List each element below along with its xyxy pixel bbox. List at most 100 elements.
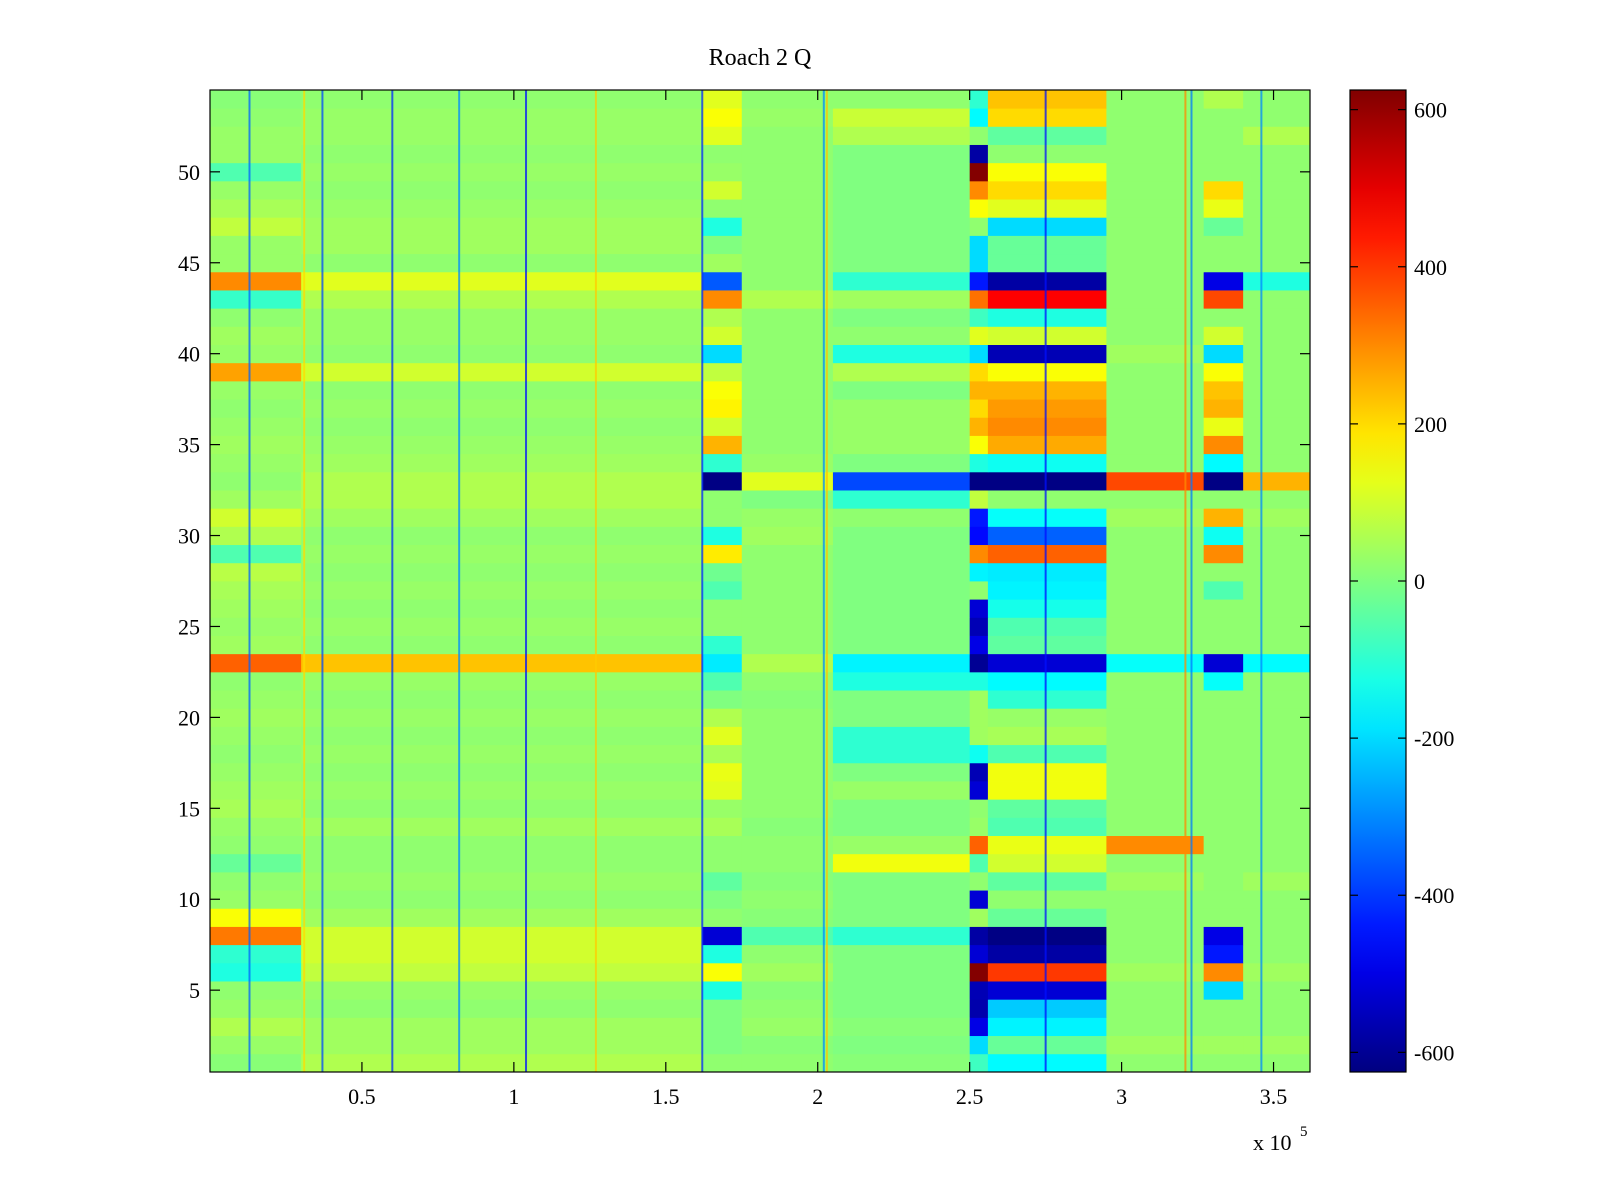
y-axis: 5 10 15 20 25 30 35 40 45 50 <box>178 160 1310 1003</box>
heatmap-cell <box>1243 526 1311 546</box>
heatmap-cell <box>832 944 971 964</box>
heatmap-cell <box>987 635 1107 655</box>
heatmap-cell <box>1243 853 1311 873</box>
heatmap-cell <box>1243 199 1311 218</box>
heatmap-cell <box>1203 908 1244 927</box>
heatmap-cell <box>1243 453 1311 473</box>
heatmap-cell <box>301 926 703 946</box>
heatmap-cell <box>1203 326 1244 345</box>
heatmap-cell <box>969 344 989 364</box>
heatmap-cell <box>702 271 743 291</box>
heatmap-cell <box>210 671 302 691</box>
heatmap-cell <box>832 199 971 218</box>
heatmap-cell <box>1106 235 1205 255</box>
heatmap-cell <box>832 908 971 927</box>
heatmap-cell <box>301 781 703 800</box>
heatmap-cell <box>741 581 834 600</box>
heatmap-cell <box>210 853 302 873</box>
heatmap-cell <box>741 253 834 273</box>
colorbar-tick-label: -400 <box>1414 883 1454 908</box>
heatmap-cell <box>1106 781 1205 800</box>
heatmap-cell <box>301 217 703 236</box>
heatmap-cell <box>301 708 703 727</box>
heatmap-cell <box>741 471 834 491</box>
heatmap-cell <box>1203 235 1244 255</box>
heatmap-cell <box>301 871 703 891</box>
heatmap-cell <box>1243 962 1311 982</box>
heatmap-streak <box>321 90 324 1072</box>
heatmap-cell <box>1106 871 1205 891</box>
heatmap-cell <box>1243 817 1311 836</box>
heatmap-cell <box>1243 490 1311 509</box>
y-tick-label: 20 <box>178 705 200 730</box>
heatmap-cell <box>301 435 703 455</box>
heatmap-cell <box>1106 162 1205 182</box>
heatmap-cell <box>1106 962 1205 982</box>
heatmap-cell <box>832 180 971 200</box>
heatmap-cell <box>210 1017 302 1037</box>
heatmap-cell <box>1106 926 1205 946</box>
heatmap-cell <box>741 144 834 164</box>
heatmap-streak <box>1184 90 1187 1072</box>
heatmap-cell <box>301 326 703 345</box>
heatmap-cell <box>210 344 302 364</box>
heatmap-cell <box>832 144 971 164</box>
heatmap-cell <box>741 235 834 255</box>
heatmap-cell <box>1203 144 1244 164</box>
heatmap-streak <box>1190 90 1193 1072</box>
heatmap-cell <box>210 126 302 145</box>
heatmap-cell <box>702 362 743 382</box>
heatmap-cell <box>702 217 743 236</box>
heatmap-cell <box>301 453 703 473</box>
heatmap-cell <box>702 1053 743 1073</box>
x-axis-exponent-power: 5 <box>1300 1124 1308 1140</box>
heatmap-cell <box>1203 380 1244 400</box>
heatmap-cell <box>1106 1053 1205 1073</box>
heatmap-cell <box>832 962 971 982</box>
heatmap-cell <box>1106 908 1205 927</box>
heatmap-cell <box>210 581 302 600</box>
heatmap-cell <box>741 380 834 400</box>
y-tick-label: 45 <box>178 251 200 276</box>
heatmap-cell <box>210 471 302 491</box>
heatmap-cell <box>741 562 834 582</box>
heatmap-cell <box>1243 162 1311 182</box>
heatmap-cell <box>987 944 1107 964</box>
heatmap-cell <box>987 671 1107 691</box>
heatmap-cell <box>301 290 703 309</box>
heatmap-cell <box>210 562 302 582</box>
heatmap-cell <box>1106 126 1205 145</box>
heatmap-cell <box>832 744 971 764</box>
heatmap-cell <box>702 908 743 927</box>
heatmap-cell <box>702 817 743 836</box>
heatmap-cell <box>969 981 989 1000</box>
heatmap-cell <box>969 581 989 600</box>
heatmap-cell <box>1203 871 1244 891</box>
heatmap-cell <box>969 199 989 218</box>
heatmap-cell <box>987 981 1107 1000</box>
heatmap-cell <box>832 562 971 582</box>
heatmap-cell <box>1243 890 1311 909</box>
heatmap-streak <box>391 90 394 1072</box>
heatmap-cell <box>1203 835 1244 855</box>
heatmap-cell <box>702 126 743 145</box>
heatmap-cell <box>969 999 989 1018</box>
heatmap-cell <box>987 581 1107 600</box>
heatmap-cell <box>741 362 834 382</box>
heatmap-cell <box>1106 944 1205 964</box>
heatmap-cell <box>832 599 971 618</box>
heatmap-cell <box>702 781 743 800</box>
y-tick-label: 10 <box>178 887 200 912</box>
heatmap-cell <box>301 817 703 836</box>
heatmap-cell <box>1203 271 1244 291</box>
heatmap-cell <box>210 453 302 473</box>
heatmap-cell <box>832 380 971 400</box>
heatmap-cell <box>301 671 703 691</box>
heatmap-cell <box>741 126 834 145</box>
heatmap-cell <box>1106 471 1205 491</box>
heatmap-cell <box>987 435 1107 455</box>
heatmap-cell <box>969 126 989 145</box>
heatmap-cell <box>702 308 743 327</box>
heatmap-cell <box>832 271 971 291</box>
heatmap-cell <box>832 108 971 127</box>
